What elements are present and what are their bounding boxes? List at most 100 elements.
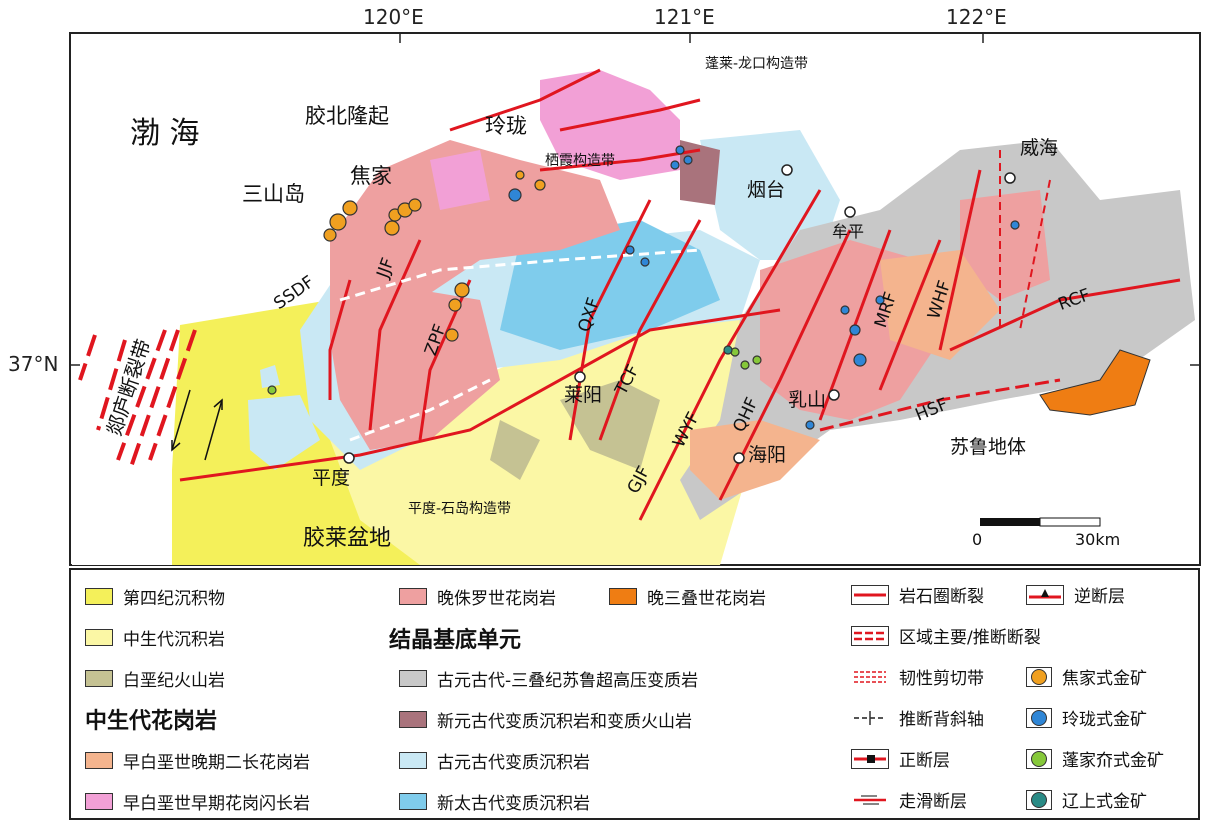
city-marker-yantai [781, 164, 793, 176]
legend-ductile-shear: 韧性剪切带 [851, 664, 984, 689]
late-triassic-granite-area [1039, 349, 1151, 416]
fault-hsf [819, 378, 1061, 432]
city-markers [343, 164, 1016, 464]
ductile-shear-lines [999, 150, 1051, 331]
legend-sulu-uhp: 古元古代-三叠纪苏鲁超高压变质岩 [399, 666, 698, 691]
gold-deposit [323, 228, 337, 242]
linglong-gold-icon [1031, 709, 1047, 726]
penglai-gold-icon [1031, 750, 1047, 767]
gold-deposit [384, 220, 400, 236]
gold-deposit [515, 170, 525, 180]
gold-deposit [849, 324, 861, 336]
legend-late-triassic: 晚三叠世花岗岩 [609, 584, 766, 609]
legend-liaoshang-gold: 辽上式金矿 [1026, 787, 1147, 812]
legend-cretaceous-volc: 白垩纪火山岩 [85, 666, 225, 691]
label-jiaojia: 焦家 [350, 164, 392, 188]
granodiorite-area-west [430, 150, 490, 210]
jiaojia-gold-swatch [1026, 666, 1052, 687]
legend-mesozoic-sed: 中生代沉积岩 [85, 625, 225, 650]
legend-thrust: 逆断层 [1026, 582, 1125, 607]
small-blue-patch [260, 365, 280, 388]
city-marker-pingdu [343, 452, 355, 464]
swatch [85, 793, 113, 810]
scale-bar [980, 517, 1101, 527]
gold-deposit [454, 282, 470, 298]
volcanic-area [560, 380, 660, 470]
fault-whf [938, 169, 982, 351]
legend-early-cret-early: 早白垩世早期花岗闪长岩 [85, 789, 310, 814]
label-muping: 牟平 [832, 222, 865, 241]
legend-early-cret-late: 早白垩世晚期二长花岗岩 [85, 748, 310, 773]
city-marker-haiyang [733, 452, 745, 464]
tanlu-fault-lines [78, 329, 197, 471]
gold-deposit [875, 295, 885, 305]
scale-zero: 0 [972, 530, 983, 549]
label-sanshandao: 三山岛 [242, 182, 305, 206]
gold-deposit [267, 385, 277, 395]
neoarchean-area [500, 220, 720, 350]
coord-120e: 120°E [363, 5, 424, 29]
swatch [609, 588, 637, 605]
legend-neoarchean: 新太古代变质沉积岩 [399, 789, 590, 814]
swatch [399, 752, 427, 769]
gold-deposit [683, 155, 693, 165]
anticline-symbol [854, 710, 886, 725]
legend-lithosphere-fault: 岩石圈断裂 [851, 582, 984, 607]
lithosphere-fault-symbol [851, 584, 889, 605]
jiaojia-gold-icon [1031, 668, 1047, 685]
legend-linglong-gold: 玲珑式金矿 [1026, 705, 1147, 730]
granodiorite-area [540, 70, 680, 180]
label-rushan: 乳山 [788, 389, 827, 411]
gold-deposit [805, 420, 815, 430]
gold-deposit [840, 305, 850, 315]
monzogranite-area [880, 250, 1000, 360]
gold-deposit [853, 353, 867, 367]
swatch [399, 588, 427, 605]
fault-mrf [878, 239, 942, 391]
anticline-axis-2 [349, 378, 491, 442]
yantai-metamorphic-area [700, 130, 840, 260]
legend-paleoproterozoic: 古元古代变质沉积岩 [399, 748, 590, 773]
label-pingdu: 平度 [312, 467, 351, 489]
legend-penglai-gold: 蓬家夼式金矿 [1026, 746, 1164, 771]
legend: 第四纪沉积物 中生代沉积岩 白垩纪火山岩 中生代花岗岩 早白垩世晚期二长花岗岩 … [69, 568, 1200, 820]
penglai-gold-deposits [267, 347, 762, 395]
swatch [85, 752, 113, 769]
gold-deposit [534, 179, 546, 191]
regional-fault-symbol [851, 625, 889, 646]
gold-deposit [675, 145, 685, 155]
label-pingdu-belt: 平度-石岛构造带 [408, 501, 512, 517]
label-sulu: 苏鲁地体 [950, 436, 1027, 458]
label-qixia-belt: 栖霞构造带 [545, 153, 615, 169]
legend-strike-slip: 走滑断层 [851, 787, 967, 812]
gold-deposit [329, 213, 347, 231]
label-jiaobei: 胶北隆起 [305, 104, 389, 128]
scale-end: 30km [1075, 530, 1121, 549]
gold-deposit [508, 188, 522, 202]
coord-121e: 121°E [654, 5, 715, 29]
fault-qxf [568, 199, 652, 441]
swatch [85, 670, 113, 687]
fault-ssdf [328, 279, 352, 400]
haiyang-granite-area [690, 420, 820, 500]
legend-quaternary: 第四纪沉积物 [85, 584, 225, 609]
liaoshang-gold-swatch [1026, 789, 1052, 810]
weihai-granite-area [960, 190, 1050, 300]
liaoshang-gold-icon [1031, 791, 1047, 808]
legend-anticline: 推断背斜轴 [851, 705, 984, 730]
anticline-axis [339, 248, 701, 302]
legend-neoproterozoic: 新元古代变质沉积岩和变质火山岩 [399, 707, 692, 732]
gold-deposit [740, 360, 750, 370]
liaoshang-gold-deposits [723, 345, 733, 355]
swatch [85, 588, 113, 605]
gold-deposit [408, 198, 422, 212]
swatch [85, 629, 113, 646]
legend-normal-fault: 正断层 [851, 746, 950, 771]
legend-late-jurassic: 晚侏罗世花岗岩 [399, 584, 556, 609]
label-haiyang: 海阳 [748, 444, 787, 466]
swatch [399, 711, 427, 728]
swatch [399, 793, 427, 810]
fault-jjf [368, 239, 422, 431]
linglong-gold-deposits [508, 145, 1020, 430]
